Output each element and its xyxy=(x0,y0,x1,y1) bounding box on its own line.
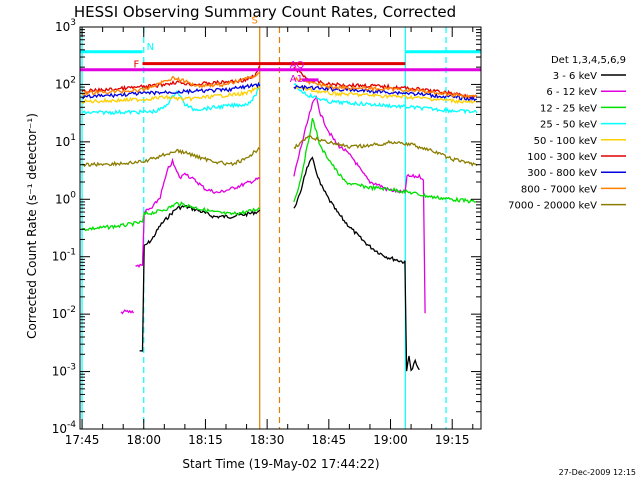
x-axis-label: Start Time (19-May-02 17:44:22) xyxy=(182,457,379,471)
legend-label-0: 3 - 6 keV xyxy=(553,71,597,82)
legend-label-6: 300 - 800 keV xyxy=(527,168,597,179)
series-line-2 xyxy=(81,117,477,232)
flag-label-3: AQ xyxy=(290,60,305,71)
y-tick-label: 103 xyxy=(55,18,76,34)
plot-area xyxy=(80,27,481,429)
flag-label-2: F xyxy=(133,60,139,71)
x-tick-label: 18:15 xyxy=(188,433,223,447)
x-tick-label: 19:15 xyxy=(435,433,470,447)
x-tick-label: 18:30 xyxy=(250,433,285,447)
flag-label-4: A1 xyxy=(290,74,303,85)
legend-label-3: 25 - 50 keV xyxy=(540,120,597,131)
legend-label-4: 50 - 100 keV xyxy=(534,136,598,147)
legend-label-2: 12 - 25 keV xyxy=(540,103,597,114)
flag-label-1: S xyxy=(252,15,258,26)
y-tick-label: 102 xyxy=(55,75,76,91)
legend-label-7: 800 - 7000 keV xyxy=(521,184,597,195)
y-tick-label: 10-2 xyxy=(52,305,76,321)
legend: Det 1,3,4,5,6,9 3 - 6 keV 6 - 12 keV 12 - … xyxy=(508,55,626,212)
flag-label-0: N xyxy=(147,42,154,53)
series-line-4 xyxy=(81,85,478,105)
y-axis-label: Corrected Count Rate (s⁻¹ detector⁻¹) xyxy=(25,113,39,339)
series-line-8 xyxy=(81,135,478,168)
x-tick-label: 17:45 xyxy=(65,433,100,447)
x-tick-label: 18:00 xyxy=(126,433,161,447)
plot-frame xyxy=(79,26,482,430)
x-tick-label: 18:45 xyxy=(312,433,347,447)
y-tick-label: 101 xyxy=(55,133,76,149)
y-tick-label: 10-3 xyxy=(52,363,76,379)
timestamp-stamp: 27-Dec-2009 12:15 xyxy=(559,468,636,477)
chart-title: HESSI Observing Summary Count Rates, Cor… xyxy=(74,3,456,21)
series-line-0 xyxy=(139,156,420,372)
axes: N S F AQ A1 10-4 10-3 10-2 10-1 100 101 102 103 17:45… xyxy=(52,15,482,447)
legend-label-8: 7000 - 20000 keV xyxy=(508,201,597,212)
y-tick-label: 100 xyxy=(55,190,76,206)
y-tick-label: 10-1 xyxy=(52,248,76,264)
y-tick-label: 10-4 xyxy=(52,420,77,436)
legend-label-1: 6 - 12 keV xyxy=(546,87,597,98)
x-tick-label: 19:00 xyxy=(373,433,408,447)
series-line-7 xyxy=(81,72,478,99)
legend-label-5: 100 - 300 keV xyxy=(527,152,597,163)
legend-title: Det 1,3,4,5,6,9 xyxy=(551,55,626,66)
